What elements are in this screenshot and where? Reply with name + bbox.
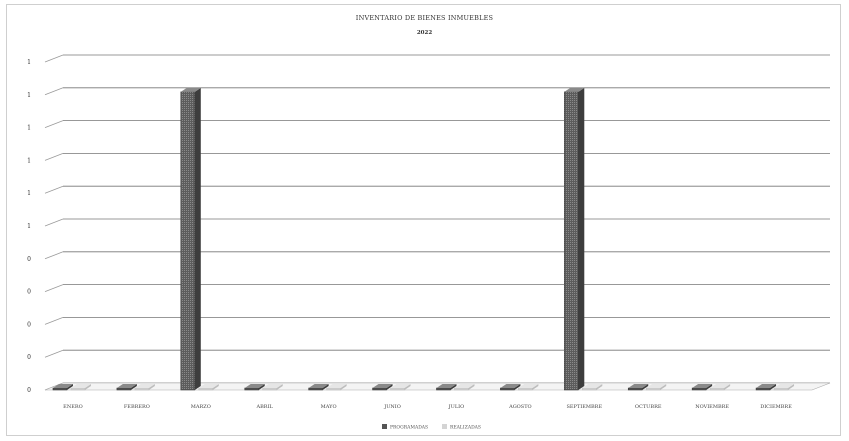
bar-programadas-agosto — [500, 384, 521, 391]
y-axis: 0 0 0 0 0 1 1 1 1 1 1 — [27, 59, 31, 394]
bar-programadas-octubre — [627, 384, 649, 391]
gridline-side — [44, 251, 64, 260]
x-tick-label: OCTUBRE — [635, 404, 662, 410]
bar-programadas-marzo — [180, 87, 201, 391]
gridline-side — [44, 284, 64, 292]
bar-realizadas-marzo — [198, 384, 219, 391]
bar-realizadas-junio — [390, 384, 411, 391]
gridline-side — [44, 218, 64, 227]
y-tick-label: 0 — [27, 354, 31, 361]
bar-realizadas-agosto — [518, 384, 539, 391]
bar-realizadas-octubre — [645, 384, 667, 391]
y-tick-label: 1 — [27, 59, 31, 66]
y-tick-label: 0 — [27, 256, 31, 263]
bars — [52, 87, 795, 391]
legend-label: PROGRAMADAS — [390, 425, 428, 431]
x-tick-label: MAYO — [321, 404, 337, 410]
chart-subtitle: 2022 — [416, 30, 433, 36]
x-tick-label: MARZO — [191, 404, 211, 410]
bar-programadas-abril — [244, 384, 265, 391]
bar-realizadas-abril — [262, 384, 283, 391]
gridline-side — [44, 87, 64, 96]
x-tick-label: ABRIL — [256, 404, 274, 410]
x-tick-label: FEBRERO — [124, 404, 150, 410]
x-tick-label: DICIEMBRE — [760, 404, 792, 410]
bar-realizadas-julio — [454, 384, 475, 391]
x-tick-label: AGOSTO — [508, 404, 532, 410]
x-tick-label: ENERO — [63, 404, 83, 410]
legend-swatch — [442, 424, 447, 429]
gridline-side — [44, 54, 64, 63]
legend: PROGRAMADAS REALIZADAS — [382, 424, 481, 431]
bar-programadas-diciembre — [755, 384, 777, 391]
bar-programadas-noviembre — [691, 384, 713, 391]
gridline-side — [44, 317, 64, 325]
x-tick-label: JUNIO — [383, 404, 401, 410]
bar-programadas-junio — [372, 384, 393, 391]
gridlines — [44, 54, 831, 391]
y-tick-label: 0 — [27, 321, 31, 328]
bar-realizadas-febrero — [134, 384, 155, 391]
y-tick-label: 0 — [27, 387, 31, 394]
bar-realizadas-enero — [70, 384, 91, 391]
y-tick-label: 1 — [27, 125, 31, 132]
gridline-side — [44, 120, 64, 128]
gridline-side — [44, 153, 64, 161]
bar-realizadas-mayo — [326, 384, 347, 391]
bar-programadas-septiembre — [564, 87, 585, 391]
bar-realizadas-septiembre — [582, 384, 603, 391]
y-tick-label: 1 — [27, 223, 31, 230]
legend-label: REALIZADAS — [450, 425, 481, 431]
bar-realizadas-diciembre — [773, 384, 795, 391]
x-tick-label: JULIO — [448, 404, 465, 410]
chart-frame — [6, 4, 841, 436]
bar-programadas-julio — [436, 384, 457, 391]
bar-programadas-enero — [52, 384, 73, 391]
x-tick-label: NOVIEMBRE — [695, 404, 729, 410]
bar-programadas-febrero — [116, 384, 137, 391]
bar-programadas-mayo — [308, 384, 329, 391]
legend-item-programadas: PROGRAMADAS — [382, 424, 428, 431]
y-tick-label: 1 — [27, 190, 31, 197]
gridline-side — [44, 349, 64, 358]
gridline-side — [44, 185, 64, 194]
x-tick-label: SEPTIEMBRE — [566, 404, 602, 410]
legend-item-realizadas: REALIZADAS — [442, 424, 481, 431]
x-axis-labels: ENERO FEBRERO MARZO ABRIL MAYO JUNIO JULIO AGOS… — [63, 404, 792, 410]
y-tick-label: 1 — [27, 157, 31, 164]
bar-realizadas-noviembre — [709, 384, 731, 391]
legend-swatch — [382, 424, 387, 429]
y-tick-label: 1 — [27, 92, 31, 99]
y-tick-label: 0 — [27, 289, 31, 296]
chart-title: INVENTARIO DE BIENES INMUEBLES — [355, 14, 494, 22]
